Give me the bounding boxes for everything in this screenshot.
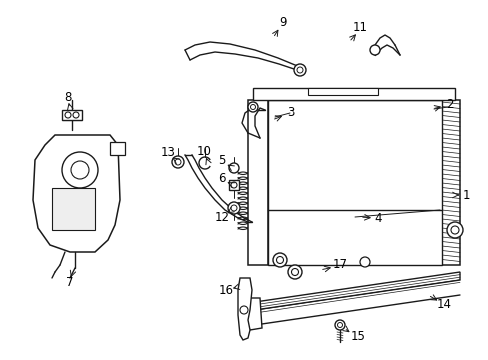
Polygon shape [52, 188, 95, 230]
Text: 16: 16 [218, 284, 233, 297]
Polygon shape [62, 110, 82, 120]
Circle shape [230, 205, 237, 211]
Text: 2: 2 [446, 98, 453, 111]
Circle shape [175, 159, 181, 165]
Polygon shape [247, 100, 267, 265]
Polygon shape [110, 142, 125, 155]
Text: 11: 11 [352, 21, 367, 33]
Text: 10: 10 [196, 144, 211, 158]
Circle shape [240, 306, 247, 314]
Text: 9: 9 [279, 15, 286, 28]
Text: 6: 6 [218, 171, 225, 185]
Circle shape [291, 269, 298, 275]
Circle shape [228, 163, 239, 173]
Text: 7: 7 [66, 276, 74, 289]
Circle shape [276, 256, 283, 264]
Circle shape [65, 112, 71, 118]
Text: 14: 14 [436, 298, 450, 311]
Text: 1: 1 [461, 189, 469, 202]
Circle shape [71, 161, 89, 179]
Circle shape [369, 45, 379, 55]
Text: 13: 13 [160, 145, 175, 158]
Polygon shape [252, 88, 454, 100]
Circle shape [247, 102, 258, 112]
Circle shape [73, 112, 79, 118]
Circle shape [334, 320, 345, 330]
Circle shape [446, 222, 462, 238]
Circle shape [296, 67, 303, 73]
Circle shape [227, 202, 240, 214]
Text: 8: 8 [64, 90, 72, 104]
Circle shape [272, 253, 286, 267]
Text: 5: 5 [218, 153, 225, 166]
Polygon shape [238, 278, 251, 340]
Polygon shape [228, 180, 239, 190]
Text: 17: 17 [332, 258, 347, 271]
Polygon shape [254, 272, 459, 310]
Circle shape [172, 156, 183, 168]
Circle shape [287, 265, 302, 279]
Polygon shape [244, 298, 262, 330]
Polygon shape [267, 100, 441, 265]
Circle shape [359, 257, 369, 267]
Text: 12: 12 [214, 211, 229, 224]
Polygon shape [33, 135, 120, 252]
Circle shape [230, 182, 237, 188]
Text: 15: 15 [350, 330, 365, 343]
Circle shape [337, 323, 342, 328]
Circle shape [62, 152, 98, 188]
Polygon shape [307, 88, 377, 95]
Circle shape [293, 64, 305, 76]
Text: 3: 3 [287, 105, 294, 118]
Polygon shape [441, 100, 459, 265]
Circle shape [250, 104, 255, 109]
Text: 4: 4 [373, 212, 381, 225]
Circle shape [450, 226, 458, 234]
